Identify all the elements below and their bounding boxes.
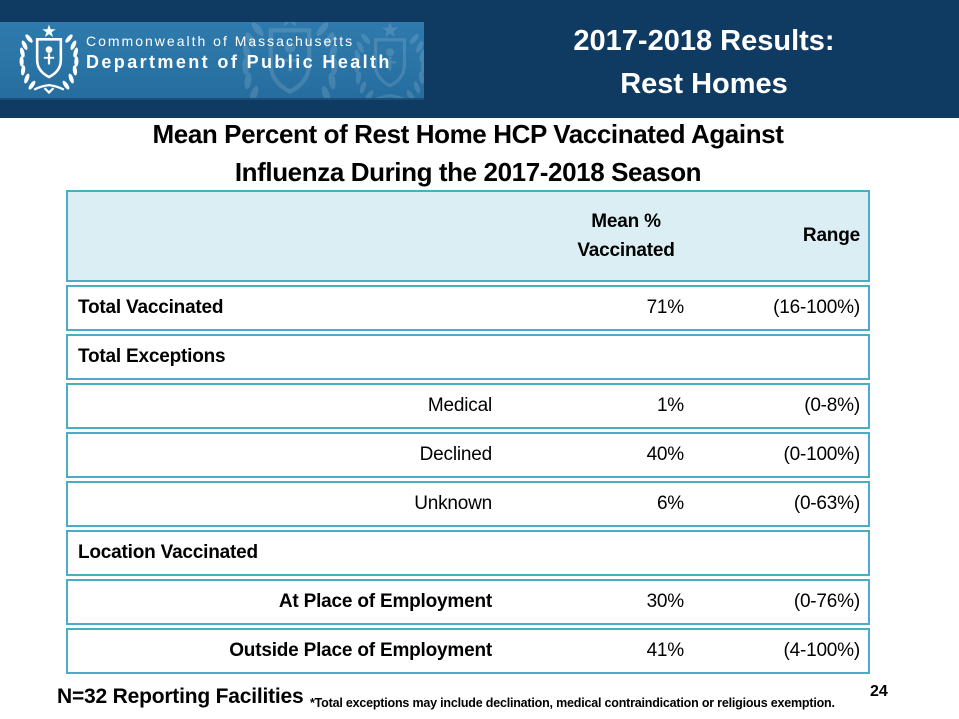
row-label: Outside Place of Employment (229, 640, 492, 661)
table-heading-line1: Mean Percent of Rest Home HCP Vaccinated… (152, 119, 784, 149)
row-mean-value: 71% (646, 297, 685, 318)
header-mean-line2: Vaccinated (577, 240, 675, 261)
table-row: Total Exceptions (66, 334, 870, 380)
header-band: Commonwealth of Massachusetts Department… (0, 0, 959, 118)
header-range-label: Range (802, 225, 860, 246)
dph-seal-logo-icon (12, 23, 86, 97)
header-mean-cell: Mean % Vaccinated (500, 192, 690, 280)
row-mean-value: 1% (656, 395, 684, 416)
table-heading: Mean Percent of Rest Home HCP Vaccinated… (66, 115, 870, 191)
row-range-value: (0-76%) (793, 591, 860, 612)
table-heading-line2: Influenza During the 2017-2018 Season (234, 157, 702, 187)
table-row: Declined 40% (0-100%) (66, 432, 870, 478)
row-label: Unknown (414, 493, 492, 514)
row-range-value: (0-63%) (793, 493, 860, 514)
table-row: Medical 1% (0-8%) (66, 383, 870, 429)
row-label: Location Vaccinated (78, 542, 258, 563)
page-number: 24 (870, 683, 888, 700)
slide-title-line2: Rest Homes (620, 68, 788, 100)
row-range-value: (4-100%) (783, 640, 860, 661)
row-range-value: (0-100%) (783, 444, 860, 465)
org-name-line2: Department of Public Health (86, 52, 392, 72)
row-mean-value: 30% (646, 591, 685, 612)
row-range-value: (16-100%) (773, 297, 860, 318)
slide-title-line1: 2017-2018 Results: (573, 25, 835, 57)
header-range-cell: Range (690, 192, 868, 280)
row-mean-value: 6% (656, 493, 684, 514)
dph-banner: Commonwealth of Massachusetts Department… (0, 22, 424, 100)
row-label: Total Vaccinated (78, 297, 224, 318)
org-name-line1: Commonwealth of Massachusetts (86, 33, 355, 49)
table-row: At Place of Employment 30% (0-76%) (66, 579, 870, 625)
row-mean-value: 40% (646, 444, 685, 465)
row-mean-value: 41% (646, 640, 685, 661)
row-label: Declined (419, 444, 493, 465)
exceptions-footnote: *Total exceptions may include declinatio… (310, 696, 835, 710)
row-label: Total Exceptions (78, 346, 226, 367)
vaccination-table: Mean % Vaccinated Range Total Vaccinated… (66, 190, 870, 674)
table-header-row: Mean % Vaccinated Range (66, 190, 870, 282)
slide-title: 2017-2018 Results: Rest Homes (478, 20, 930, 106)
row-range-value: (0-8%) (804, 395, 860, 416)
org-name: Commonwealth of Massachusetts Department… (86, 33, 392, 73)
table-row: Outside Place of Employment 41% (4-100%) (66, 628, 870, 674)
header-mean-line1: Mean % (591, 211, 661, 232)
row-label: Medical (427, 395, 492, 416)
reporting-facilities-label: N=32 Reporting Facilities (57, 685, 304, 708)
table-row: Total Vaccinated 71% (16-100%) (66, 285, 870, 331)
table-row: Unknown 6% (0-63%) (66, 481, 870, 527)
table-row: Location Vaccinated (66, 530, 870, 576)
row-label: At Place of Employment (278, 591, 492, 612)
